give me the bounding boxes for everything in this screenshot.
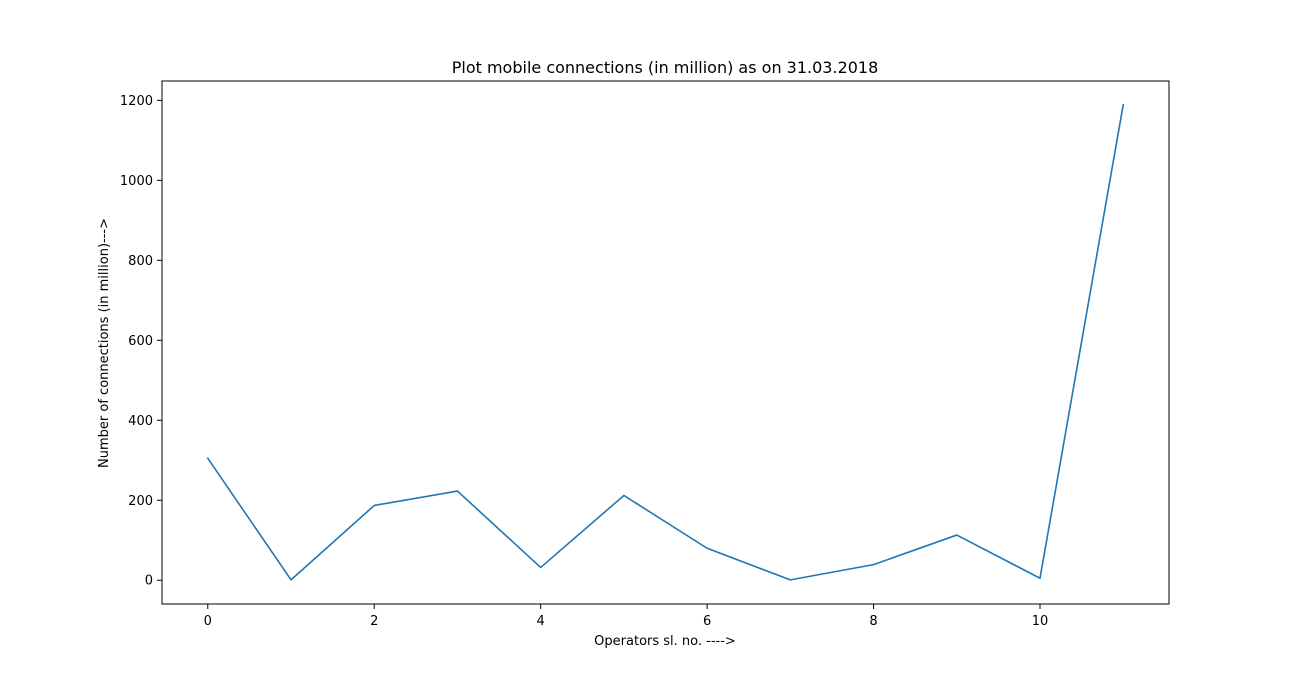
plot-area: 0 2 4 6 8 10 0 200 400 600 800 1000 1200	[120, 80, 1170, 629]
y-tick-label: 1000	[120, 174, 153, 189]
x-tick-label: 6	[703, 614, 711, 629]
y-tick-label: 1200	[120, 94, 153, 109]
x-tick-label: 4	[537, 614, 545, 629]
x-tick-label: 8	[869, 614, 877, 629]
series-line-0	[206, 103, 1125, 581]
y-tick-label: 800	[128, 254, 153, 269]
y-axis-label: Number of connections (in million)--->	[97, 218, 112, 468]
chart-title: Plot mobile connections (in million) as …	[452, 58, 879, 77]
y-tick-label: 600	[128, 334, 153, 349]
plot-frame	[161, 80, 1170, 605]
x-tick-label: 0	[204, 614, 212, 629]
y-tick-label: 400	[128, 414, 153, 429]
y-tick-label: 0	[145, 574, 153, 589]
x-tick-label: 2	[370, 614, 378, 629]
y-tick-label: 200	[128, 494, 153, 509]
x-tick-label: 10	[1032, 614, 1049, 629]
x-axis-label: Operators sl. no. ---->	[594, 634, 736, 649]
